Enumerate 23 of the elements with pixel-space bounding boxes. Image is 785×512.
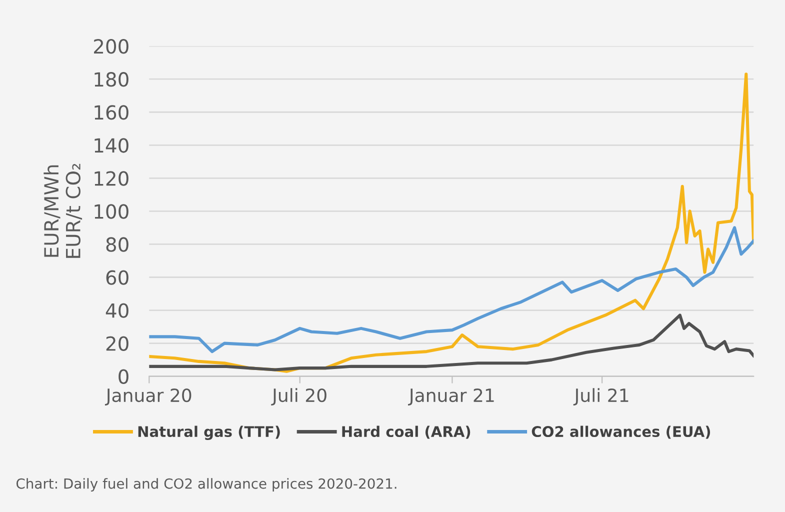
y-tick-label: 80 [106, 237, 128, 252]
y-tick-label: 140 [94, 138, 128, 153]
y-tick-label: 200 [94, 39, 128, 54]
x-tick-label: Januar 21 [408, 388, 494, 406]
y-axis-title: EUR/MWh EUR/t CO₂ [44, 164, 82, 258]
legend-label: Hard coal (ARA) [342, 426, 470, 439]
y-tick-label: 100 [94, 204, 128, 219]
y-tick-label: 180 [94, 72, 128, 87]
y-tick-label: 60 [106, 270, 128, 285]
text: Chart: Daily fuel and CO2 allowance prices 2020-2021. [16, 478, 396, 492]
line-series [149, 226, 754, 354]
y-tick-label: 160 [94, 105, 128, 120]
legend-label: Natural gas (TTF) [138, 426, 280, 440]
x-tick-label: Januar 20 [104, 388, 192, 406]
legend-label: CO2 allowances (EUA) [532, 426, 710, 439]
y-tick-label: 20 [106, 336, 128, 351]
line-series [149, 314, 754, 372]
y-tick-label: 0 [118, 369, 128, 384]
y-tick-label: 40 [106, 303, 128, 318]
x-tick-label: Juli 20 [271, 388, 326, 406]
y-tick-label: 120 [94, 171, 128, 186]
x-tick-label: Juli 21 [573, 388, 628, 406]
line-series [149, 72, 754, 373]
